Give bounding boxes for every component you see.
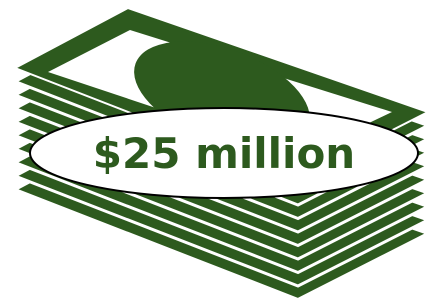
amount-label: $25 million (93, 129, 355, 178)
page: $25 million (() => { const data = JSON.p… (0, 0, 430, 305)
money-stack-illustration: $25 million (0, 0, 430, 305)
